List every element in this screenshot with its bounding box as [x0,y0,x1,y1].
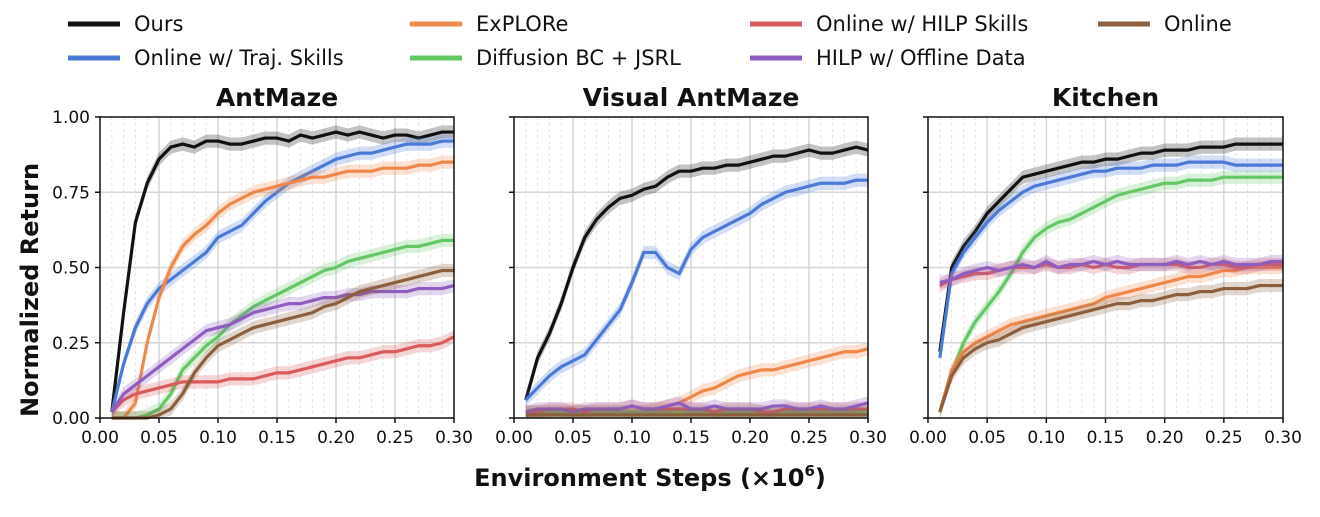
y-tick-label: 0.25 [52,334,90,354]
legend-label-online: Online [1164,12,1232,36]
legend-entry-ours: Ours [68,12,183,36]
y-tick-label: 1.00 [52,108,90,128]
legend-entry-diff: Diffusion BC + JSRL [410,46,681,70]
x-tick-label: 0.20 [317,428,355,448]
series-line-diff [938,175,1283,413]
x-tick-label: 0.30 [849,428,887,448]
x-tick-label: 0.30 [1264,428,1302,448]
panel-1: AntMaze 0.00 0.05 0.10 0.15 0.20 0.25 0.30 0.00 0… [52,83,473,448]
x-tick-label: 0.20 [731,428,769,448]
series-line-online [938,283,1283,413]
band-explore [525,342,868,418]
band-explore [939,260,1283,418]
y-axis-label: Normalized Return [16,163,44,417]
panel-2: Visual AntMaze 0.00 0.05 0.10 0.15 0.20 0.25 0.… [495,83,887,448]
band-online [111,263,455,418]
legend-label-hilpoff: HILP w/ Offline Data [816,46,1026,70]
x-tick-label: 0.10 [199,428,237,448]
band-diff [111,233,455,418]
x-tick-label: 0.05 [554,428,592,448]
legend-entry-explore: ExPLORe [410,12,568,36]
series-line-explore [111,160,454,420]
x-tick-label: 0.05 [140,428,178,448]
series-line-hilpoff [939,259,1283,285]
legend-label-traj: Online w/ Traj. Skills [134,46,344,70]
x-tick-label: 0.25 [790,428,828,448]
series-line-diff [111,238,454,420]
x-tick-label: 0.00 [495,428,533,448]
series-line-hilpoff [110,284,455,413]
band-hilpoff [525,396,868,418]
x-tick-label: 0.25 [1205,428,1243,448]
legend-label-ours: Ours [134,12,183,36]
x-tick-label: 0.10 [1027,428,1065,448]
legend-entry-hilpoff: HILP w/ Offline Data [750,46,1026,70]
series-line-ours [110,130,454,413]
x-tick-label: 0.15 [672,428,710,448]
x-tick-label: 0.20 [1146,428,1184,448]
legend-label-hilp: Online w/ HILP Skills [816,12,1028,36]
x-tick-label: 0.00 [909,428,947,448]
x-axis-label-close: ) [815,464,826,492]
series-line-online [111,268,454,420]
series-line-ours [938,142,1283,353]
legend-entry-online: Online [1098,12,1232,36]
series-line-traj [110,139,454,413]
x-tick-label: 0.30 [435,428,473,448]
panel-3: Kitchen 0.00 0.05 0.10 0.15 0.20 0.25 0.30 [909,83,1302,448]
legend-entry-traj: Online w/ Traj. Skills [68,46,344,70]
x-axis-label-main: Environment Steps (×10 [474,464,804,492]
band-traj [111,134,455,418]
band-traj [525,173,868,407]
panel-title: Visual AntMaze [583,83,800,112]
series-line-ours [524,145,869,401]
x-tick-label: 0.05 [968,428,1006,448]
legend-label-explore: ExPLORe [476,12,568,36]
x-axis-label: Environment Steps (×106) [474,462,826,492]
x-tick-label: 0.15 [258,428,296,448]
series-line-traj [938,160,1283,359]
x-tick-label: 0.10 [613,428,651,448]
x-tick-label: 0.15 [1087,428,1125,448]
y-tick-label: 0.75 [52,183,90,203]
legend-entry-hilp: Online w/ HILP Skills [750,12,1028,36]
x-tick-label: 0.25 [376,428,414,448]
series-line-traj [524,178,868,402]
series-line-hilp [110,335,455,414]
series-line-explore [938,265,1283,413]
x-axis-label-exponent: 6 [804,462,814,480]
panel-title: Kitchen [1052,83,1159,112]
series-line-hilpoff [525,401,869,414]
y-tick-label: 0.00 [52,409,90,429]
x-tick-label: 0.00 [81,428,119,448]
legend: Ours Online w/ Traj. Skills ExPLORe Diffusi… [68,12,1232,70]
panel-title: AntMaze [216,83,338,112]
legend-label-diff: Diffusion BC + JSRL [476,46,681,70]
y-tick-label: 0.50 [52,259,90,279]
